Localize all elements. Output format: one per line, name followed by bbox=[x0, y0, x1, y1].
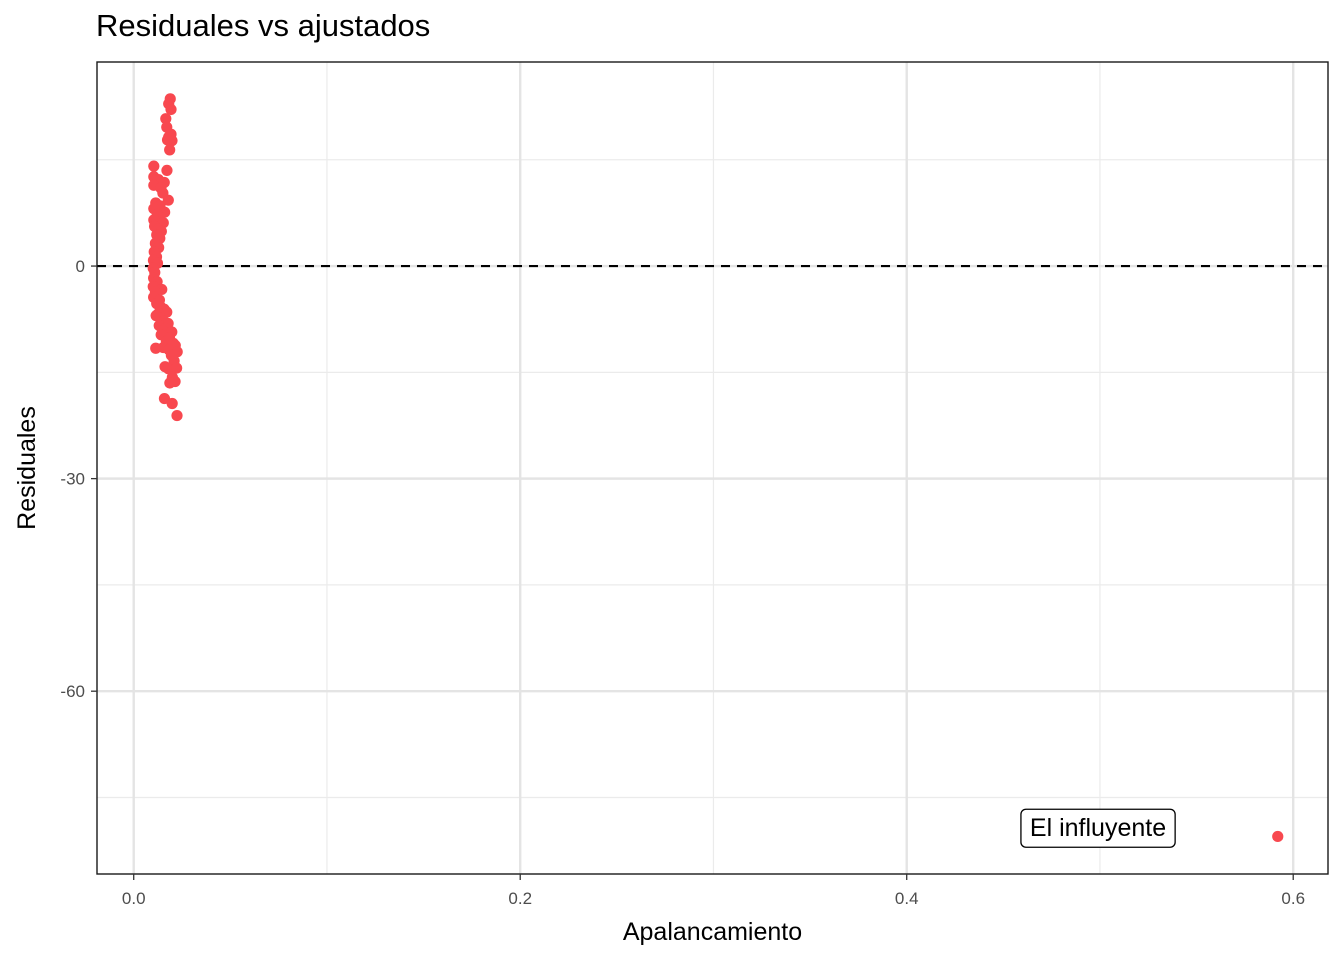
data-point bbox=[164, 144, 176, 156]
y-axis-title: Residuales bbox=[13, 406, 41, 530]
data-point bbox=[1272, 830, 1284, 843]
annotations: El influyente bbox=[1020, 808, 1176, 848]
data-point bbox=[148, 160, 160, 172]
data-point bbox=[161, 134, 174, 146]
data-point bbox=[163, 98, 175, 110]
data-point bbox=[160, 113, 172, 125]
minor-gridlines bbox=[97, 62, 1328, 874]
x-tick-label: 0.0 bbox=[122, 889, 146, 908]
data-point bbox=[150, 342, 162, 354]
data-point bbox=[171, 362, 183, 374]
y-axis-ticks: 0 -30 -60 bbox=[60, 257, 97, 701]
y-tick-label: -30 bbox=[60, 470, 85, 489]
y-tick-label: 0 bbox=[76, 257, 85, 276]
data-point bbox=[171, 409, 183, 422]
plot-panel bbox=[97, 62, 1328, 874]
data-points bbox=[147, 93, 1284, 843]
data-point bbox=[162, 363, 175, 375]
data-point bbox=[161, 164, 173, 177]
y-tick-label: -60 bbox=[60, 682, 85, 701]
annotation-box bbox=[1020, 808, 1176, 848]
x-axis-title: Apalancamiento bbox=[623, 918, 802, 946]
data-point bbox=[162, 194, 174, 206]
plot-border bbox=[96, 61, 1329, 875]
data-point bbox=[164, 377, 176, 389]
chart-title: Residuales vs ajustados bbox=[96, 8, 431, 43]
data-point bbox=[166, 397, 178, 410]
x-axis-ticks: 0.0 0.2 0.4 0.6 bbox=[122, 874, 1305, 908]
annotation-label: El influyente bbox=[1030, 814, 1166, 842]
x-tick-label: 0.4 bbox=[895, 889, 919, 908]
x-tick-label: 0.6 bbox=[1281, 889, 1305, 908]
x-tick-label: 0.2 bbox=[508, 889, 532, 908]
